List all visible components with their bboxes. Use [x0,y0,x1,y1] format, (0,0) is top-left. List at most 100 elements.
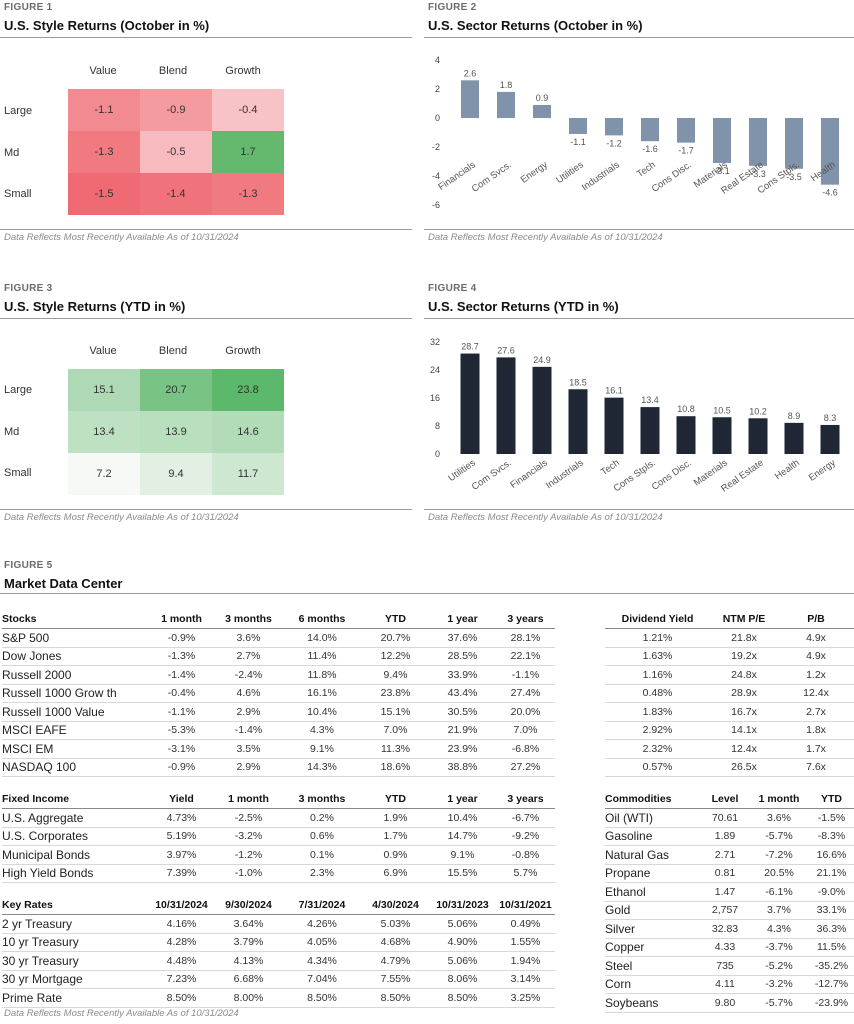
table-row: Prime Rate 8.50% 8.00% 8.50% 8.50% 8.50% 3.25% [2,988,555,1008]
y-tick-label: 8 [435,421,440,431]
hm3-row-label: Large [4,384,33,396]
data-label: 8.3 [824,413,837,423]
column-header: 4/30/2024 [362,896,429,915]
hm1-cell: -0.9 [140,89,212,131]
category-label: Cons Disc. [650,457,694,492]
data-label: 16.1 [605,386,623,396]
hm1-cell: -1.3 [68,131,140,173]
table-cell: -1.4% [148,665,215,685]
table-cell: 21.1% [809,864,854,883]
table-cell: High Yield Bonds [2,864,148,883]
category-label: Tech [599,457,622,478]
table-cell: 24.8x [710,665,778,685]
column-header: 3 months [282,790,362,809]
table-row: MSCI EAFE -5.3% -1.4% 4.3% 7.0% 21.9% 7.0% [2,721,555,740]
table-row: 1.63% 19.2x 4.9x [605,647,854,666]
data-label: 0.9 [536,93,549,103]
figure-5-title: Market Data Center [4,576,123,591]
figure-4-title: U.S. Sector Returns (YTD in %) [428,299,619,314]
table-cell: 16.7x [710,702,778,722]
table-cell: 36.3% [809,919,854,939]
table-cell: 27.2% [496,758,555,777]
table-cell: 8.50% [429,988,496,1008]
table-cell: 1.16% [605,665,710,685]
table-cell: 4.11 [701,975,749,994]
table-cell: 14.1x [710,721,778,740]
hm3-cell: 9.4 [140,453,212,495]
table-cell: U.S. Aggregate [2,808,148,828]
table-cell: 23.8% [362,684,429,703]
valuation-table: Dividend Yield NTM P/E P/B 1.21% 21.8x 4.9x 1.… [605,610,854,777]
figure-1-col-headers: Value Blend Growth [68,65,280,77]
table-cell: 8.00% [215,988,282,1008]
bar [677,118,695,143]
table-cell: 2.92% [605,721,710,740]
table-cell: 14.3% [282,758,362,777]
bar [461,80,479,118]
table-cell: Steel [605,956,701,976]
figure-2-title: U.S. Sector Returns (October in %) [428,18,643,33]
figure-3-note: Data Reflects Most Recently Available As… [4,512,239,523]
data-label: 24.9 [533,355,551,365]
table-cell: Russell 1000 Grow th [2,684,148,703]
table-cell: 33.9% [429,665,496,685]
table-cell: 1.9% [362,808,429,828]
table-cell: 2,757 [701,901,749,920]
table-cell: -0.9% [148,628,215,648]
key-rates-table: Key Rates 10/31/2024 9/30/2024 7/31/2024 4/3… [2,896,555,1008]
table-cell: 20.0% [496,702,555,722]
column-header: Stocks [2,610,148,629]
figure-1-title: U.S. Style Returns (October in %) [4,18,210,33]
table-cell: 4.13% [215,951,282,971]
table-cell: 1.7% [362,827,429,846]
table-row: Propane 0.81 20.5% 21.1% [605,864,854,883]
table-cell: 4.34% [282,951,362,971]
column-header: 3 years [496,790,555,809]
column-header: P/B [778,610,854,629]
column-header: 10/31/2021 [496,896,555,915]
category-label: Utilities [446,457,478,484]
hm1-row-label: Large [4,105,33,117]
table-cell: 10 yr Treasury [2,933,148,952]
table-cell: 2.71 [701,845,749,865]
y-tick-label: 4 [435,55,440,65]
table-cell: -1.5% [809,808,854,828]
table-cell: 12.2% [362,647,429,666]
hm3-cell: 13.4 [68,411,140,453]
table-cell: 1.83% [605,702,710,722]
table-cell: 7.39% [148,864,215,883]
data-label: -1.7 [678,146,694,156]
column-header: Level [701,790,749,809]
table-row: Copper 4.33 -3.7% 11.5% [605,938,854,957]
table-cell: Municipal Bonds [2,845,148,865]
hm3-cell: 7.2 [68,453,140,495]
figure-2-rule [424,37,854,38]
table-cell: 0.57% [605,758,710,777]
table-cell: -6.8% [496,739,555,759]
column-header: 3 months [215,610,282,629]
table-cell: 1.7x [778,739,854,759]
fixed-income-table: Fixed Income Yield 1 month 3 months YTD 1 yea… [2,790,555,883]
table-cell: 7.55% [362,970,429,989]
table-row: Silver 32.83 4.3% 36.3% [605,919,854,939]
bar [713,118,731,163]
table-cell: 12.4x [710,739,778,759]
table-cell: 1.8x [778,721,854,740]
table-cell: -1.1% [496,665,555,685]
figure-2-label: FIGURE 2 [428,2,477,13]
table-cell: 7.0% [496,721,555,740]
data-label: 18.5 [569,377,587,387]
table-cell: 16.6% [809,845,854,865]
table-cell: 4.05% [282,933,362,952]
table-cell: 20.5% [749,864,809,883]
bar [496,357,516,454]
table-row: Municipal Bonds 3.97% -1.2% 0.1% 0.9% 9.1% -0.… [2,845,555,865]
table-cell: 6.9% [362,864,429,883]
table-cell: 4.79% [362,951,429,971]
column-header: YTD [809,790,854,809]
bar [604,397,624,454]
table-cell: -1.1% [148,702,215,722]
table-cell: 4.28% [148,933,215,952]
data-label: 10.2 [749,406,767,416]
